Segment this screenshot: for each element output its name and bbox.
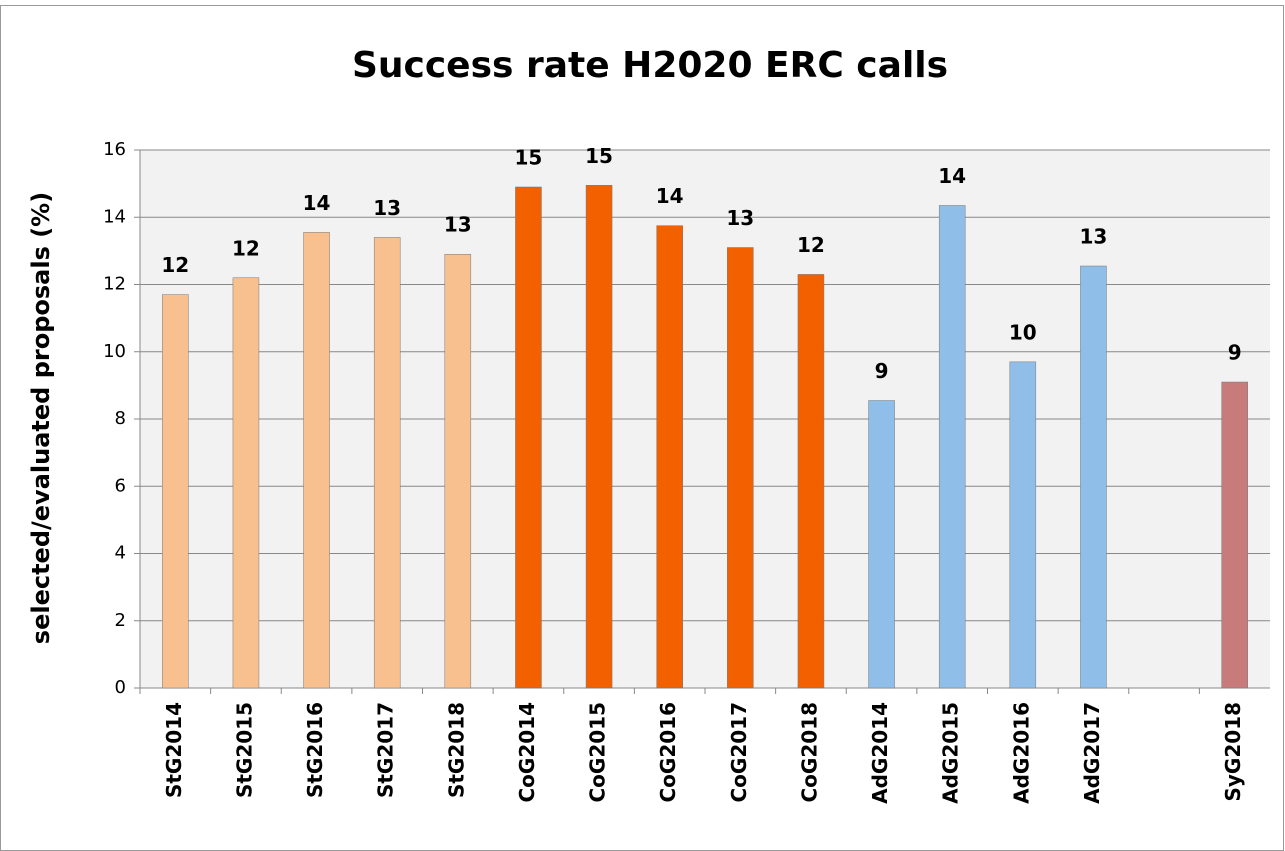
data-label: 12 xyxy=(232,236,260,260)
x-tick-label: CoG2014 xyxy=(515,702,539,803)
data-label: 13 xyxy=(726,206,754,230)
data-label: 12 xyxy=(797,233,825,257)
data-label: 10 xyxy=(1009,320,1037,344)
bar xyxy=(938,205,966,689)
bar xyxy=(303,232,330,689)
bar xyxy=(444,253,472,689)
bar xyxy=(1080,265,1107,689)
y-tick-label: 2 xyxy=(115,610,126,631)
y-tick-label: 14 xyxy=(103,206,126,227)
data-label: 14 xyxy=(938,164,966,188)
x-tick-label: StG2014 xyxy=(162,702,186,798)
bar xyxy=(515,186,542,689)
y-tick-label: 4 xyxy=(115,543,126,564)
x-tick-label: CoG2016 xyxy=(656,702,680,803)
data-label: 14 xyxy=(303,191,331,215)
bar xyxy=(232,277,260,689)
bar xyxy=(797,274,825,689)
x-tick-label: CoG2017 xyxy=(727,702,751,803)
bar xyxy=(162,294,189,689)
data-label: 13 xyxy=(373,196,401,220)
x-tick-label: AdG2014 xyxy=(868,702,892,804)
x-tick-label: AdG2016 xyxy=(1009,702,1033,804)
data-label: 12 xyxy=(161,253,189,277)
bar xyxy=(656,225,683,689)
y-tick-label: 0 xyxy=(115,677,126,698)
y-tick-label: 6 xyxy=(115,475,126,496)
data-label: 13 xyxy=(1080,225,1108,249)
y-tick-label: 12 xyxy=(103,274,126,295)
bar xyxy=(373,237,401,689)
data-label: 9 xyxy=(1228,341,1242,365)
x-tick-label: AdG2017 xyxy=(1080,702,1104,804)
data-label: 13 xyxy=(444,213,472,237)
x-tick-label: CoG2015 xyxy=(586,702,610,803)
x-tick-label: StG2016 xyxy=(303,702,327,798)
bar xyxy=(1221,381,1248,689)
x-tick-label: AdG2015 xyxy=(939,702,963,804)
y-tick-label: 10 xyxy=(103,341,126,362)
bar xyxy=(727,247,754,689)
data-label: 15 xyxy=(585,144,613,168)
x-tick-label: SyG2018 xyxy=(1221,702,1245,802)
chart-title: Success rate H2020 ERC calls xyxy=(352,45,948,86)
y-axis-label: selected/evaluated proposals (%) xyxy=(27,192,55,644)
x-tick-label: StG2017 xyxy=(374,702,398,798)
bar xyxy=(585,185,613,689)
y-tick-label: 8 xyxy=(115,408,126,429)
x-tick-label: CoG2018 xyxy=(797,702,821,803)
data-label: 14 xyxy=(656,184,684,208)
x-tick-label: StG2018 xyxy=(444,702,468,798)
y-tick-label: 16 xyxy=(103,139,126,160)
data-label: 9 xyxy=(875,359,889,383)
data-label: 15 xyxy=(515,145,543,169)
bar xyxy=(868,400,895,689)
bar xyxy=(1009,361,1037,689)
x-tick-label: StG2015 xyxy=(232,702,256,798)
